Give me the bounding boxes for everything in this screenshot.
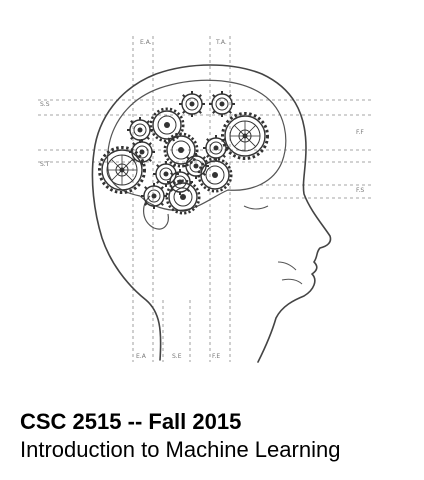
svg-text:F.E: F.E (212, 353, 220, 360)
svg-text:F.F: F.F (356, 129, 364, 136)
svg-text:E.A: E.A (136, 353, 147, 360)
course-subtitle: Introduction to Machine Learning (20, 437, 341, 462)
course-title: CSC 2515 -- Fall 2015 (20, 409, 242, 434)
svg-text:F.S: F.S (356, 187, 364, 194)
svg-text:S.S: S.S (40, 101, 50, 108)
course-caption: CSC 2515 -- Fall 2015 Introduction to Ma… (20, 408, 415, 464)
svg-text:E.A.: E.A. (140, 39, 152, 46)
svg-text:T.A.: T.A. (215, 39, 227, 46)
svg-text:S.T: S.T (40, 161, 50, 168)
brain-gears-head-icon: E.A. T.A. S.S S.T F.F F.S E.A S.E F.E (38, 36, 372, 363)
svg-text:S.E: S.E (172, 353, 182, 360)
